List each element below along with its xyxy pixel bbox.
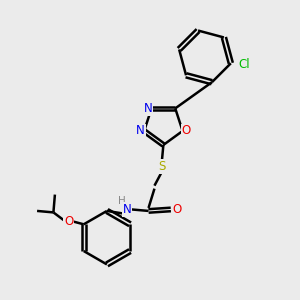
- Text: N: N: [136, 124, 145, 137]
- Text: S: S: [158, 160, 166, 173]
- Text: Cl: Cl: [238, 58, 250, 71]
- Text: O: O: [64, 215, 74, 228]
- Text: H: H: [118, 196, 126, 206]
- Text: N: N: [144, 102, 152, 115]
- Text: O: O: [173, 203, 182, 216]
- Text: O: O: [182, 124, 191, 137]
- Text: N: N: [123, 203, 131, 216]
